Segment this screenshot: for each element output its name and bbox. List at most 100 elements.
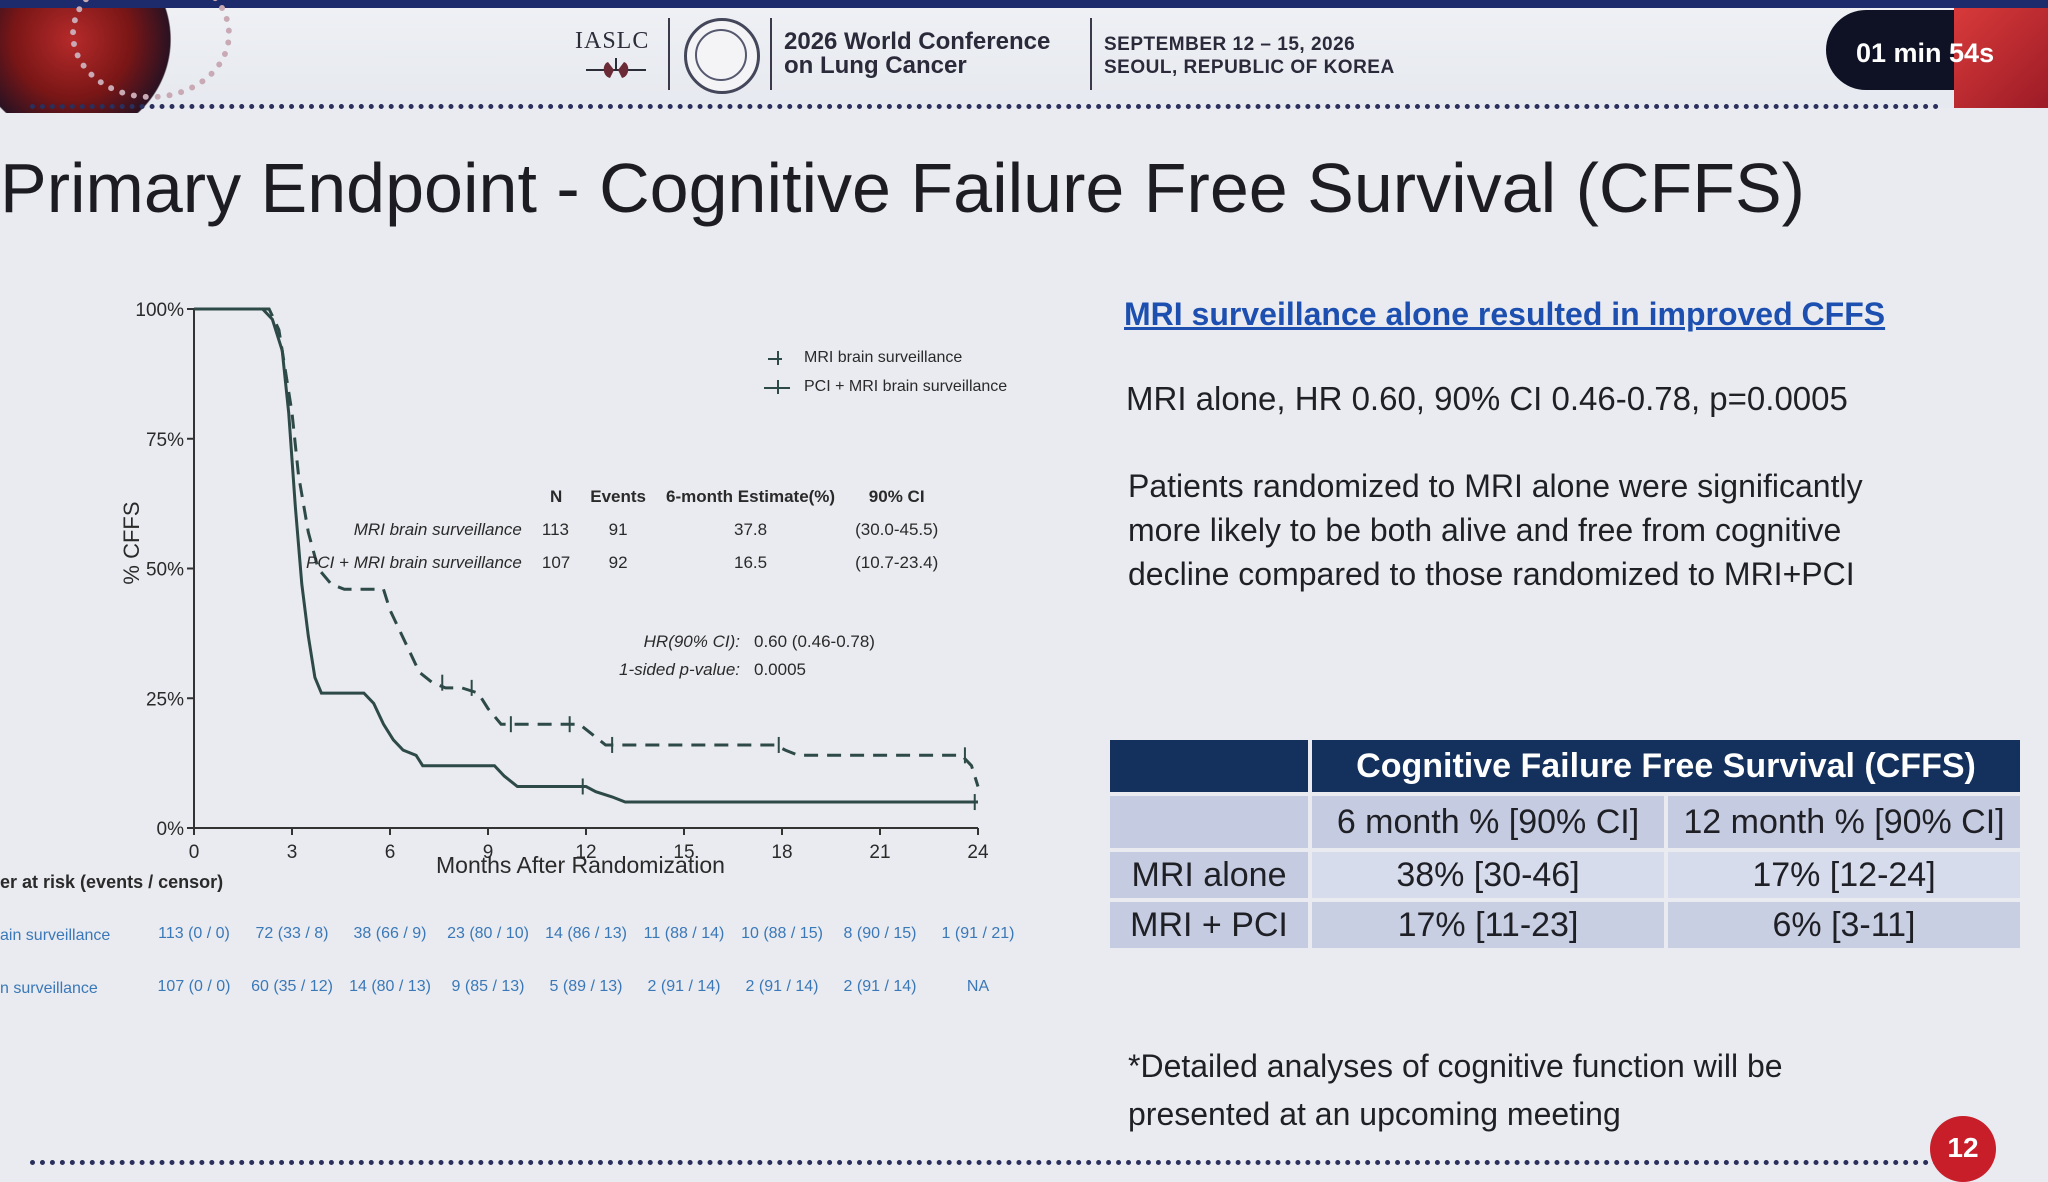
- risk-cell-pci: 14 (80 / 13): [349, 978, 431, 995]
- iaslc-logo-text: IASLC: [575, 28, 650, 54]
- risk-cell-mri: 113 (0 / 0): [158, 925, 230, 942]
- x-tick-label: 3: [287, 842, 298, 863]
- results-corner-cell: [1110, 740, 1308, 792]
- results-cell-6m: 38% [30-46]: [1312, 852, 1664, 898]
- brand-decoration-ring: [70, 0, 232, 100]
- conference-title: 2026 World Conference on Lung Cancer: [784, 28, 1051, 79]
- header-separator: [668, 18, 670, 90]
- risk-cell-mri: 10 (88 / 15): [741, 925, 823, 942]
- hr-summary: MRI alone, HR 0.60, 90% CI 0.46-0.78, p=…: [1126, 380, 1848, 417]
- risk-cell-mri: 23 (80 / 10): [447, 925, 529, 942]
- legend-item-pci: PCI + MRI brain surveillance: [762, 372, 1007, 401]
- page-number-badge: 12: [1930, 1116, 1996, 1182]
- p-label: 1-sided p-value:: [619, 660, 740, 679]
- risk-cell-pci: 2 (91 / 14): [647, 978, 721, 995]
- risk-cell-pci: NA: [966, 978, 990, 995]
- key-finding: MRI surveillance alone resulted in impro…: [1124, 296, 1886, 332]
- p-value: 0.0005: [754, 660, 806, 679]
- results-col-12m: 12 month % [90% CI]: [1668, 796, 2020, 848]
- legend-item-mri: MRI brain surveillance: [762, 343, 1007, 372]
- stats-arm: MRI brain surveillance: [353, 519, 522, 539]
- risk-cell-mri: 38 (66 / 9): [353, 925, 427, 942]
- risk-row-label-mri: ain surveillance: [0, 927, 111, 944]
- stats-estimate: 37.8: [734, 519, 768, 539]
- hr-label: HR(90% CI):: [643, 632, 740, 651]
- results-row: MRI + PCI 17% [11-23] 6% [3-11]: [1110, 902, 2020, 948]
- legend-label: PCI + MRI brain surveillance: [804, 377, 1008, 395]
- legend-label: MRI brain surveillance: [804, 348, 963, 366]
- header-dotted-rule: [30, 104, 1940, 109]
- stats-row: PCI + MRI brain surveillance 107 92 16.5…: [296, 546, 948, 579]
- stats-n: 113: [541, 519, 569, 539]
- header-separator: [1090, 18, 1092, 90]
- risk-cell-mri: 8 (90 / 15): [843, 925, 917, 942]
- x-tick-label: 24: [967, 842, 989, 863]
- x-tick-label: 21: [869, 842, 890, 863]
- x-tick-label: 9: [483, 842, 494, 863]
- risk-cell-mri: 14 (86 / 13): [545, 925, 627, 942]
- risk-cell-pci: 2 (91 / 14): [843, 978, 917, 995]
- x-tick-label: 0: [189, 842, 200, 863]
- stats-row: MRI brain surveillance 113 91 37.8 (30.0…: [296, 513, 948, 546]
- conference-seal-icon: [684, 18, 760, 94]
- x-tick-label: 6: [385, 842, 396, 863]
- results-cell-6m: 17% [11-23]: [1312, 902, 1664, 948]
- stats-header-row: N Events 6-month Estimate(%) 90% CI: [296, 480, 948, 513]
- results-title: Cognitive Failure Free Survival (CFFS): [1312, 740, 2020, 792]
- header-separator: [770, 18, 772, 90]
- x-axis-label: Months After Randomization: [436, 852, 725, 878]
- conference-header: [0, 0, 2048, 113]
- results-cell-12m: 6% [3-11]: [1668, 902, 2020, 948]
- x-tick-label: 15: [673, 842, 694, 863]
- y-tick-label: 0%: [157, 819, 185, 840]
- footer-dotted-rule: [30, 1160, 1940, 1165]
- risk-cell-pci: 9 (85 / 13): [451, 978, 525, 995]
- conference-dates: SEPTEMBER 12 – 15, 2026 SEOUL, REPUBLIC …: [1104, 34, 1395, 78]
- footnote: *Detailed analyses of cognitive function…: [1128, 1048, 1783, 1132]
- stats-ci: (10.7-23.4): [855, 552, 939, 572]
- y-tick-label: 100%: [135, 300, 184, 321]
- results-row: MRI alone 38% [30-46] 17% [12-24]: [1110, 852, 2020, 898]
- survival-stats-table: N Events 6-month Estimate(%) 90% CI MRI …: [296, 480, 948, 579]
- risk-cell-pci: 60 (35 / 12): [251, 978, 333, 995]
- chart-legend: MRI brain surveillance PCI + MRI brain s…: [762, 343, 1007, 401]
- x-tick-label: 12: [575, 842, 596, 863]
- risk-cell-pci: 5 (89 / 13): [549, 978, 623, 995]
- results-title-row: Cognitive Failure Free Survival (CFFS): [1110, 740, 2020, 792]
- censor-mark-icon: [762, 379, 804, 395]
- results-cell-12m: 17% [12-24]: [1668, 852, 2020, 898]
- censor-mark-icon: [762, 350, 804, 366]
- stats-header-cell: 6-month Estimate(%): [666, 486, 836, 506]
- summary-paragraph: Patients randomized to MRI alone were si…: [1128, 468, 1863, 592]
- stats-arm: PCI + MRI brain surveillance: [306, 552, 522, 572]
- timer-text: 01 min 54s: [1856, 38, 1995, 68]
- slide-title: Primary Endpoint - Cognitive Failure Fre…: [0, 149, 1805, 227]
- y-tick-label: 25%: [146, 689, 184, 710]
- page-number: 12: [1947, 1132, 1979, 1163]
- stats-header-cell: [296, 480, 532, 513]
- risk-cell-pci: 2 (91 / 14): [745, 978, 819, 995]
- y-tick-label: 50%: [146, 560, 184, 581]
- x-tick-label: 18: [771, 842, 792, 863]
- risk-cell-mri: 1 (91 / 21): [941, 925, 1015, 942]
- hazard-ratio-block: HR(90% CI): 0.60 (0.46-0.78) 1-sided p-va…: [580, 628, 875, 684]
- cffs-results-table: Cognitive Failure Free Survival (CFFS) 6…: [1106, 736, 2024, 952]
- y-tick-label: 75%: [146, 430, 184, 451]
- stats-header-cell: N: [549, 486, 563, 506]
- km-curve-pci: [194, 307, 978, 804]
- results-col-6m: 6 month % [90% CI]: [1312, 796, 1664, 848]
- stats-events: 92: [608, 552, 628, 572]
- risk-row-label-pci: n surveillance: [0, 980, 98, 997]
- timer-accent: [1954, 8, 2048, 108]
- top-strip: [0, 0, 2048, 8]
- stats-events: 91: [608, 519, 628, 539]
- results-header-row: 6 month % [90% CI] 12 month % [90% CI]: [1110, 796, 2020, 848]
- results-row-label: MRI alone: [1110, 852, 1308, 898]
- results-blank-header: [1110, 796, 1308, 848]
- y-axis-label: % CFFS: [119, 501, 144, 585]
- risk-cell-mri: 11 (88 / 14): [643, 925, 725, 942]
- hr-value: 0.60 (0.46-0.78): [754, 632, 875, 651]
- stats-n: 107: [541, 552, 571, 572]
- stats-header-cell: 90% CI: [868, 486, 925, 506]
